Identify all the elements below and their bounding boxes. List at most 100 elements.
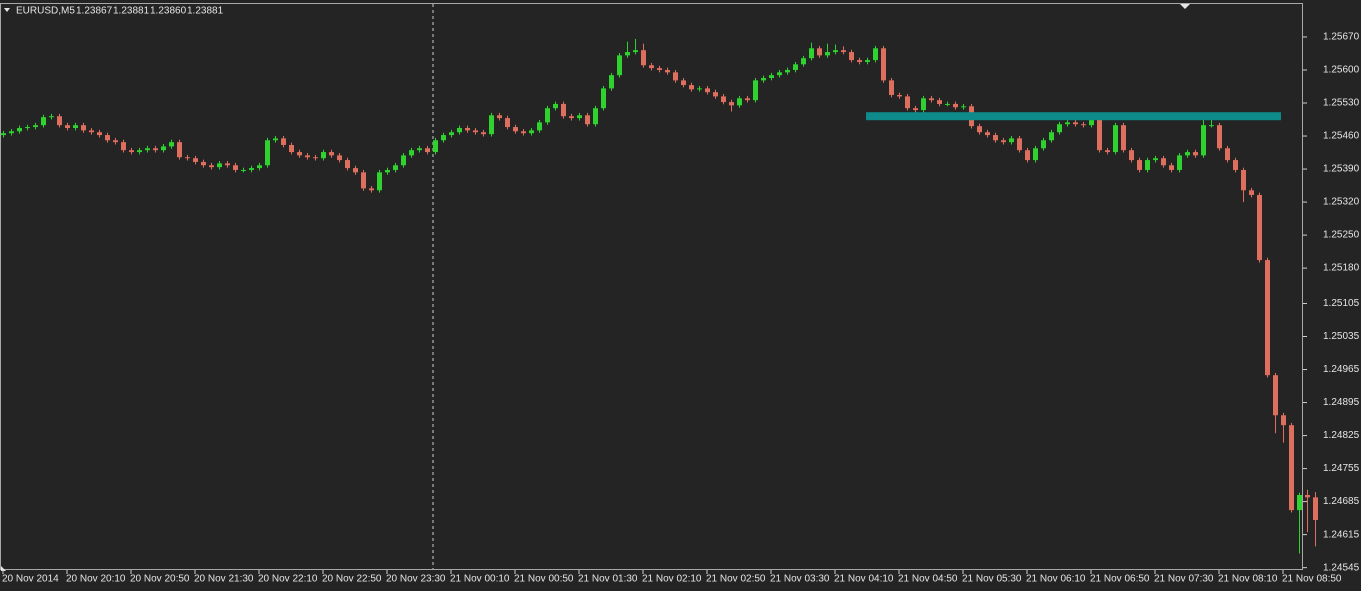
candle-body	[89, 130, 94, 133]
candle-body	[1193, 152, 1198, 156]
x-tick-label: 20 Nov 20:50	[130, 574, 190, 585]
x-tick-label: 20 Nov 22:10	[258, 574, 318, 585]
candle-body	[49, 116, 54, 118]
candle-body	[1137, 160, 1142, 170]
candle-body	[689, 85, 694, 90]
candle-body	[1153, 158, 1158, 161]
x-tick-label: 21 Nov 00:10	[450, 574, 510, 585]
x-tick-label: 21 Nov 02:10	[642, 574, 702, 585]
candle-body	[241, 169, 246, 171]
candle-body	[1161, 158, 1166, 166]
candle-body	[521, 131, 526, 134]
candle-body	[785, 69, 790, 73]
candle-body	[201, 161, 206, 166]
candle-body	[1233, 160, 1238, 170]
candle-body	[537, 122, 542, 131]
candle-body	[705, 88, 710, 93]
candle-body	[665, 69, 670, 73]
candle-body	[1009, 138, 1014, 143]
candle-body	[113, 140, 118, 143]
header-low: 1.23860	[150, 6, 187, 17]
candle-body	[1249, 190, 1254, 195]
candle-body	[961, 106, 966, 108]
candle-body	[1001, 140, 1006, 143]
candle-body	[857, 60, 862, 62]
candle-body	[1289, 425, 1294, 511]
candle-body	[897, 94, 902, 97]
y-tick-label: 1.25320	[1323, 197, 1360, 208]
candle-body	[633, 50, 638, 53]
y-tick-label: 1.25530	[1323, 98, 1360, 109]
candle-body	[753, 80, 758, 101]
candle-body	[313, 157, 318, 159]
candle-body	[905, 96, 910, 109]
candle-body	[145, 148, 150, 151]
candle-body	[9, 131, 14, 134]
candle-body	[577, 115, 582, 119]
candle-body	[721, 96, 726, 103]
candle-body	[881, 48, 886, 81]
candle-body	[281, 138, 286, 145]
candle-body	[441, 135, 446, 141]
candle-body	[1169, 165, 1174, 170]
candle-body	[33, 125, 38, 128]
candle-body	[1033, 148, 1038, 161]
candle-body	[617, 55, 622, 76]
candle-body	[73, 125, 78, 129]
candle-body	[889, 80, 894, 95]
candle-body	[673, 72, 678, 81]
candle-body	[513, 127, 518, 132]
y-tick-label: 1.24965	[1323, 364, 1360, 375]
candle-body	[1073, 122, 1078, 125]
candle-body	[1241, 169, 1246, 191]
header-close: 1.23881	[187, 6, 224, 17]
scale-marker	[1, 566, 6, 571]
candle-body	[1, 133, 6, 136]
y-tick-label: 1.24685	[1323, 496, 1360, 507]
candle-body	[1281, 415, 1286, 426]
x-tick-label: 21 Nov 00:50	[514, 574, 574, 585]
candle-body	[585, 115, 590, 125]
header-open: 1.23867	[76, 6, 113, 17]
candle-body	[41, 117, 46, 126]
candle-body	[1225, 148, 1230, 161]
candle-body	[385, 169, 390, 173]
x-tick-label: 21 Nov 04:50	[898, 574, 958, 585]
candle-body	[1145, 160, 1150, 170]
x-tick-label: 21 Nov 05:30	[962, 574, 1022, 585]
candle-body	[1049, 132, 1054, 141]
candle-body	[1097, 119, 1102, 151]
candle-body	[609, 75, 614, 89]
candle-body	[873, 48, 878, 61]
candle-body	[433, 140, 438, 153]
candle-body	[121, 142, 126, 151]
candle-body	[17, 128, 22, 132]
candle-body	[321, 152, 326, 159]
candle-body	[921, 98, 926, 111]
candle-body	[169, 142, 174, 147]
candle-body	[769, 75, 774, 79]
candle-body	[417, 148, 422, 151]
candle-body	[777, 72, 782, 76]
candle-body	[1057, 124, 1062, 133]
candle-body	[105, 135, 110, 141]
candle-body	[193, 158, 198, 162]
candle-body	[481, 132, 486, 135]
collapse-arrow[interactable]	[4, 8, 10, 12]
x-tick-label: 21 Nov 06:50	[1090, 574, 1150, 585]
candle-body	[809, 48, 814, 59]
candle-body	[57, 116, 62, 126]
candle-body	[985, 132, 990, 136]
candle-body	[81, 125, 86, 131]
x-tick-label: 20 Nov 22:50	[322, 574, 382, 585]
candle-body	[793, 64, 798, 70]
shift-marker[interactable]	[1180, 4, 1190, 9]
candle-body	[529, 130, 534, 134]
candle-body	[1265, 260, 1270, 376]
candle-body	[561, 103, 566, 117]
candle-body	[593, 108, 598, 125]
candle-body	[129, 150, 134, 153]
x-tick-label: 21 Nov 08:10	[1218, 574, 1278, 585]
